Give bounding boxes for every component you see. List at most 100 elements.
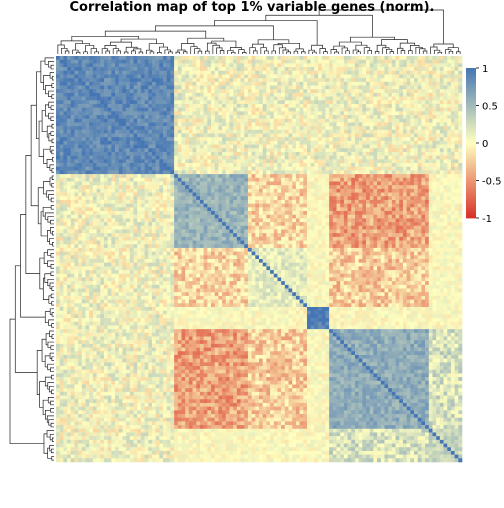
dendrogram-branch (149, 51, 155, 54)
heatmap-cell (332, 126, 337, 131)
heatmap-cell (244, 163, 249, 168)
heatmap-cell (377, 211, 382, 216)
heatmap-cell (236, 207, 241, 212)
heatmap-cell (133, 81, 138, 86)
heatmap-cell (373, 137, 378, 142)
heatmap-cell (262, 133, 267, 138)
heatmap-cell (126, 185, 131, 190)
heatmap-cell (244, 103, 249, 108)
heatmap-cell (295, 140, 300, 145)
heatmap-cell (92, 115, 97, 120)
heatmap-cell (303, 151, 308, 156)
heatmap-cell (414, 74, 419, 79)
dendrogram-branch (50, 367, 54, 372)
heatmap-cell (100, 115, 105, 120)
heatmap-cell (295, 185, 300, 190)
heatmap-cell (155, 203, 160, 208)
heatmap-cell (166, 100, 171, 105)
heatmap-cell (428, 148, 433, 153)
heatmap-cell (369, 148, 374, 153)
heatmap-cell (325, 126, 330, 131)
heatmap-cell (273, 155, 278, 160)
dendrogram-branch (206, 42, 217, 52)
heatmap-cell (148, 63, 153, 68)
heatmap-cell (67, 177, 72, 182)
heatmap-cell (70, 126, 75, 131)
heatmap-cell (70, 115, 75, 120)
heatmap-cell (159, 96, 164, 101)
heatmap-cell (122, 185, 127, 190)
heatmap-cell (343, 74, 348, 79)
heatmap-cell (63, 177, 68, 182)
heatmap-cell (406, 174, 411, 179)
heatmap-cell (59, 59, 64, 64)
heatmap-cell (74, 188, 79, 193)
heatmap-cell (277, 163, 282, 168)
heatmap-cell (199, 163, 204, 168)
heatmap-cell (362, 56, 367, 60)
heatmap-cell (428, 151, 433, 156)
heatmap-cell (229, 111, 234, 116)
heatmap-cell (336, 151, 341, 156)
heatmap-cell (362, 144, 367, 149)
heatmap-cell (347, 67, 352, 72)
heatmap-cell (129, 207, 134, 212)
heatmap-cell (351, 199, 356, 204)
heatmap-cell (63, 100, 68, 105)
heatmap-cell (126, 199, 131, 204)
heatmap-cell (137, 96, 142, 101)
heatmap-cell (211, 56, 216, 60)
heatmap-cell (56, 70, 60, 75)
heatmap-cell (399, 126, 404, 131)
heatmap-cell (218, 70, 223, 75)
heatmap-cell (458, 63, 463, 68)
heatmap-cell (170, 107, 175, 112)
heatmap-cell (240, 115, 245, 120)
heatmap-cell (89, 207, 94, 212)
heatmap-cell (329, 177, 334, 182)
heatmap-cell (329, 192, 334, 197)
heatmap-cell (137, 203, 142, 208)
heatmap-cell (262, 126, 267, 131)
dendrogram-branch (437, 51, 443, 54)
dendrogram-branch (60, 40, 83, 46)
heatmap-cell (214, 70, 219, 75)
heatmap-cell (425, 159, 430, 164)
heatmap-cell (270, 185, 275, 190)
heatmap-cell (402, 70, 407, 75)
heatmap-cell (236, 185, 241, 190)
heatmap-cell (270, 107, 275, 112)
heatmap-cell (439, 107, 444, 112)
heatmap-cell (310, 96, 315, 101)
heatmap-cell (67, 115, 72, 120)
heatmap-cell (439, 151, 444, 156)
heatmap-cell (369, 59, 374, 64)
heatmap-cell (181, 155, 186, 160)
heatmap-cell (251, 170, 256, 175)
heatmap-cell (236, 74, 241, 79)
heatmap-cell (458, 111, 463, 116)
heatmap-cell (89, 100, 94, 105)
heatmap-cell (366, 122, 371, 127)
heatmap-cell (395, 78, 400, 83)
heatmap-cell (295, 59, 300, 64)
heatmap-cell (240, 63, 245, 68)
heatmap-cell (450, 103, 455, 108)
heatmap-cell (321, 100, 326, 105)
heatmap-cell (199, 111, 204, 116)
heatmap-cell (325, 67, 330, 72)
heatmap-cell (85, 78, 90, 83)
heatmap-cell (414, 211, 419, 216)
heatmap-cell (295, 181, 300, 186)
heatmap-cell (233, 148, 238, 153)
heatmap-cell (310, 74, 315, 79)
heatmap-cell (318, 74, 323, 79)
dendrogram-branch (71, 36, 140, 41)
heatmap-cell (222, 174, 227, 179)
heatmap-cell (170, 159, 175, 164)
heatmap-cell (351, 196, 356, 201)
heatmap-cell (196, 63, 201, 68)
heatmap-cell (240, 78, 245, 83)
heatmap-cell (63, 185, 68, 190)
heatmap-cell (354, 100, 359, 105)
